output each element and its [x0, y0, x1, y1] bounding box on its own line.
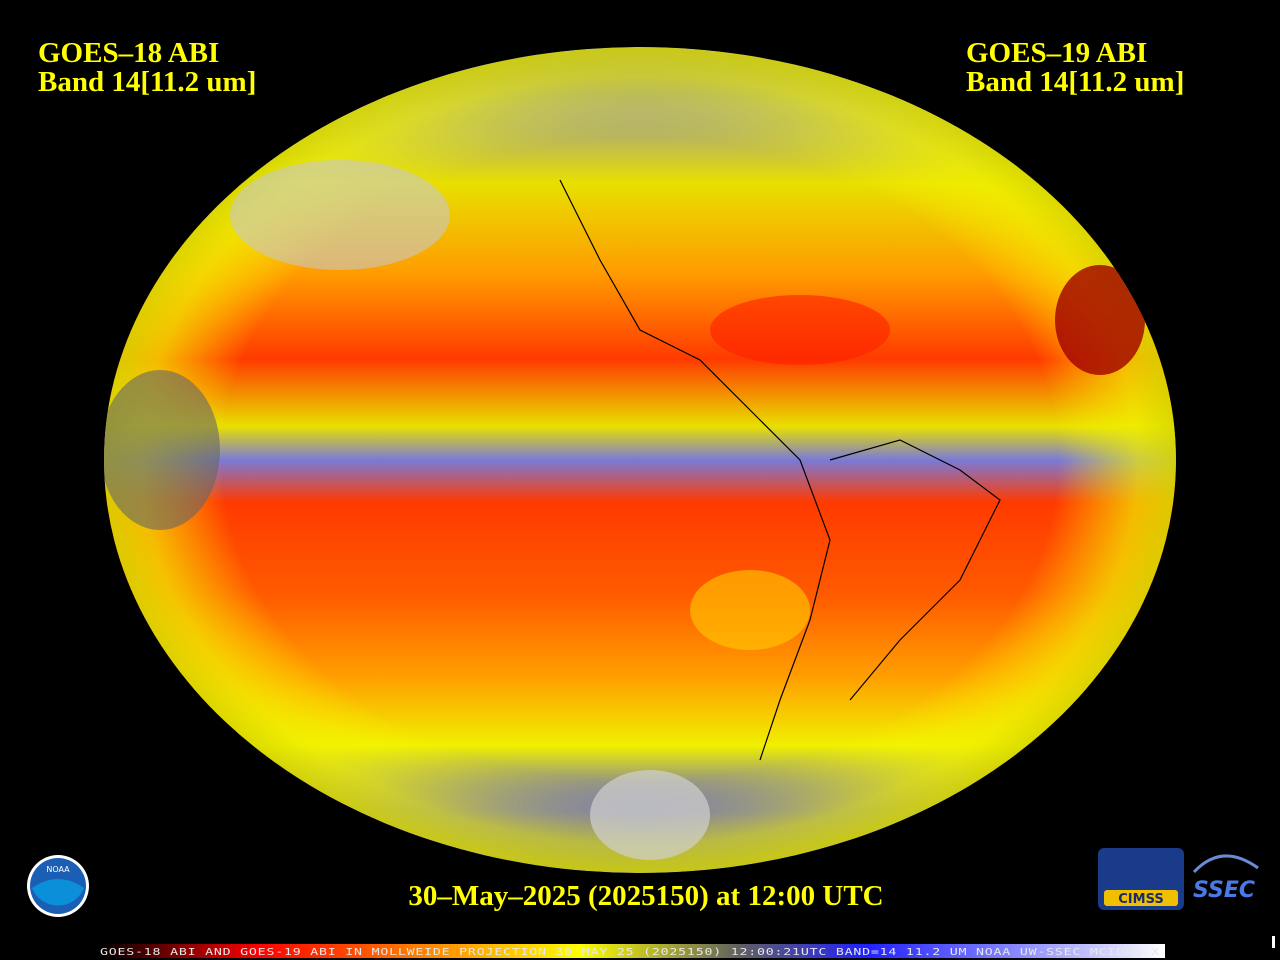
timestamp: 30–May–2025 (2025150) at 12:00 UTC: [408, 880, 883, 912]
marker: [1272, 936, 1275, 948]
satellite-image: [104, 47, 1176, 873]
noaa-logo: NOAA: [27, 855, 89, 917]
left-satellite: GOES–18 ABI: [38, 37, 219, 69]
right-satellite: GOES–19 ABI: [966, 37, 1147, 69]
left-band: Band 14[11.2 um]: [38, 66, 256, 98]
ssec-text: SSEC: [1193, 878, 1255, 903]
color-bar: [100, 944, 1165, 958]
cimss-text: CIMSS: [1118, 892, 1163, 907]
right-band: Band 14[11.2 um]: [966, 66, 1184, 98]
cimss-logo: CIMSS: [1098, 848, 1184, 910]
footer: GOES-18 ABI AND GOES-19 ABI IN MOLLWEIDE…: [100, 947, 1160, 958]
ssec-logo: SSEC: [1192, 854, 1259, 903]
noaa-text: NOAA: [46, 865, 70, 874]
